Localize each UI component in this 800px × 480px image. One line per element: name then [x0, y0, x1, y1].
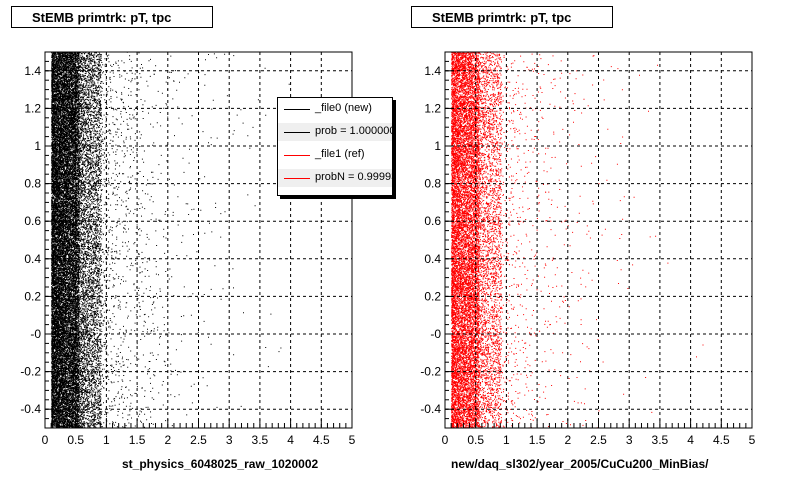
y-tick-label: 0.4 [24, 252, 41, 266]
x-tick-label: 1.5 [129, 433, 146, 447]
scatter-points [451, 51, 704, 429]
x-tick-label: 4 [287, 433, 294, 447]
x-tick-label: 3.5 [252, 433, 269, 447]
scatter-points [51, 51, 290, 429]
y-tick-label: 1 [34, 139, 41, 153]
legend-entry-probN: probN = 0.999934 [278, 169, 392, 187]
y-tick-label: -0 [430, 327, 441, 341]
y-tick-label: 1.4 [424, 64, 441, 78]
x-tick-label: 0 [42, 433, 49, 447]
x-tick-label: 2 [564, 433, 571, 447]
x-tick-label: 1.5 [529, 433, 546, 447]
x-tick-label: 2.5 [590, 433, 607, 447]
legend-label: probN = 0.999934 [315, 171, 392, 183]
legend-entry-file0: _file0 (new) [278, 100, 392, 118]
y-tick-label: 0.4 [424, 252, 441, 266]
x-tick-label: 2 [164, 433, 171, 447]
y-tick-label: 0.8 [424, 177, 441, 191]
plot-left: 0 0.5 1 1.5 2 2.5 3 3.5 4 4.5 5 -0.4 -0.2 -0 0.2 0.4 0.6… [20, 51, 356, 447]
y-tick-label: -0.4 [20, 402, 41, 416]
x-tick-label: 0.5 [67, 433, 84, 447]
y-tick-label: 1.2 [424, 101, 441, 115]
y-tick-label: -0 [30, 327, 41, 341]
x-tick-label: 4.5 [313, 433, 330, 447]
legend-entry-file1: _file1 (ref) [278, 146, 392, 164]
legend-label: prob = 1.000000 [315, 125, 393, 137]
y-tick-label: 1.2 [24, 101, 41, 115]
left-plot-title: StEMB primtrk: pT, tpc [11, 6, 213, 28]
legend-label: _file0 (new) [315, 102, 372, 114]
y-tick-label: 0.8 [24, 177, 41, 191]
x-tick-label: 3 [226, 433, 233, 447]
legend-swatch-red [284, 155, 310, 156]
x-tick-label: 1 [103, 433, 110, 447]
y-tick-label: -0.2 [420, 365, 441, 379]
y-tick-label: 1.4 [24, 64, 41, 78]
right-x-axis-label: new/daq_sl302/year_2005/CuCu200_MinBias/ [451, 457, 709, 471]
x-tick-label: 5 [749, 433, 756, 447]
x-tick-label: 2.5 [190, 433, 207, 447]
x-tick-label: 4 [687, 433, 694, 447]
y-tick-label: 0.2 [424, 289, 441, 303]
y-tick-label: 0.6 [24, 214, 41, 228]
legend-swatch-red [284, 178, 310, 179]
x-tick-label: 4.5 [713, 433, 730, 447]
x-tick-label: 5 [349, 433, 356, 447]
y-tick-label: -0.4 [420, 402, 441, 416]
plot-right: 0 0.5 1 1.5 2 2.5 3 3.5 4 4.5 5 -0.4 -0.2 -0 0.2 0.4 0.6… [420, 51, 756, 447]
x-tick-label: 3.5 [652, 433, 669, 447]
y-tick-label: 0.6 [424, 214, 441, 228]
y-tick-label: 0.2 [24, 289, 41, 303]
left-x-axis-label: st_physics_6048025_raw_1020002 [122, 457, 319, 471]
legend-swatch-black [284, 109, 310, 110]
y-tick-label: 1 [434, 139, 441, 153]
x-tick-label: 1 [503, 433, 510, 447]
right-plot-title: StEMB primtrk: pT, tpc [411, 6, 613, 28]
y-tick-label: -0.2 [20, 365, 41, 379]
x-tick-label: 0.5 [467, 433, 484, 447]
x-tick-label: 0 [442, 433, 449, 447]
x-tick-label: 3 [626, 433, 633, 447]
legend-label: _file1 (ref) [315, 148, 365, 160]
legend-swatch-black [284, 132, 310, 133]
legend: _file0 (new) prob = 1.000000 _file1 (ref… [277, 97, 393, 196]
legend-entry-prob: prob = 1.000000 [278, 123, 393, 141]
